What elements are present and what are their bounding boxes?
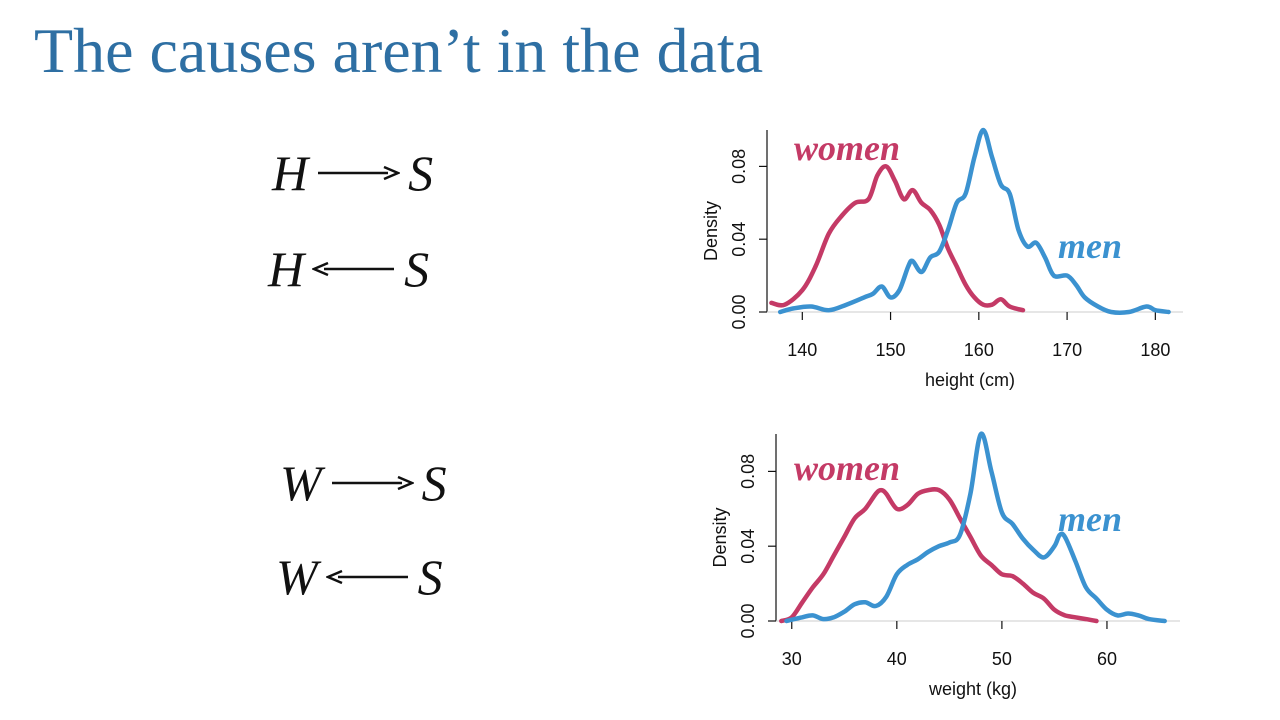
men-series-label: men (1058, 499, 1122, 539)
dag-s-causes-w: W S (276, 548, 443, 606)
y-tick-label: 0.08 (738, 454, 758, 489)
x-axis-label: height (cm) (925, 370, 1015, 390)
dag-node-left: W (276, 549, 318, 605)
dag-node-left: H (268, 241, 305, 297)
x-tick-label: 160 (964, 340, 994, 360)
y-tick-label: 0.04 (738, 529, 758, 564)
dag-h-causes-s: H S (272, 144, 433, 202)
y-tick-label: 0.00 (738, 603, 758, 638)
x-tick-label: 170 (1052, 340, 1082, 360)
x-tick-label: 30 (782, 649, 802, 669)
x-tick-label: 180 (1140, 340, 1170, 360)
dag-node-right: S (421, 455, 447, 511)
men-density-line (784, 431, 1167, 624)
left-arrow-icon (325, 569, 408, 585)
left-arrow-icon (312, 261, 395, 277)
x-tick-label: 60 (1097, 649, 1117, 669)
x-tick-label: 40 (887, 649, 907, 669)
dag-node-left: W (280, 455, 322, 511)
y-tick-label: 0.00 (729, 294, 749, 329)
y-tick-label: 0.08 (729, 149, 749, 184)
x-axis-label: weight (kg) (928, 679, 1017, 699)
y-axis-label: Density (710, 507, 730, 567)
women-series-label: women (794, 128, 900, 168)
weight-density-chart: 0.00 0.04 0.08 30 40 50 60 weight (kg) Density wo… (710, 431, 1180, 699)
dag-node-left: H (272, 145, 309, 201)
right-arrow-icon (318, 165, 401, 181)
women-series-label: women (794, 448, 900, 488)
height-density-chart: 0.00 0.04 0.08 140 150 160 170 180 height (cm) De… (701, 127, 1183, 390)
dag-node-right: S (408, 145, 434, 201)
men-series-label: men (1058, 226, 1122, 266)
dag-w-causes-s: W S (280, 454, 447, 512)
slide-title: The causes aren’t in the data (34, 15, 764, 86)
dag-s-causes-h: H S (268, 240, 429, 298)
dag-node-right: S (417, 549, 443, 605)
women-density-line (769, 164, 1026, 313)
right-arrow-icon (331, 475, 414, 491)
x-tick-label: 50 (992, 649, 1012, 669)
y-axis-label: Density (701, 201, 721, 261)
women-density-line (779, 486, 1099, 624)
x-tick-label: 140 (787, 340, 817, 360)
dag-node-right: S (404, 241, 430, 297)
y-tick-label: 0.04 (729, 222, 749, 257)
x-tick-label: 150 (876, 340, 906, 360)
men-density-line (777, 127, 1171, 315)
